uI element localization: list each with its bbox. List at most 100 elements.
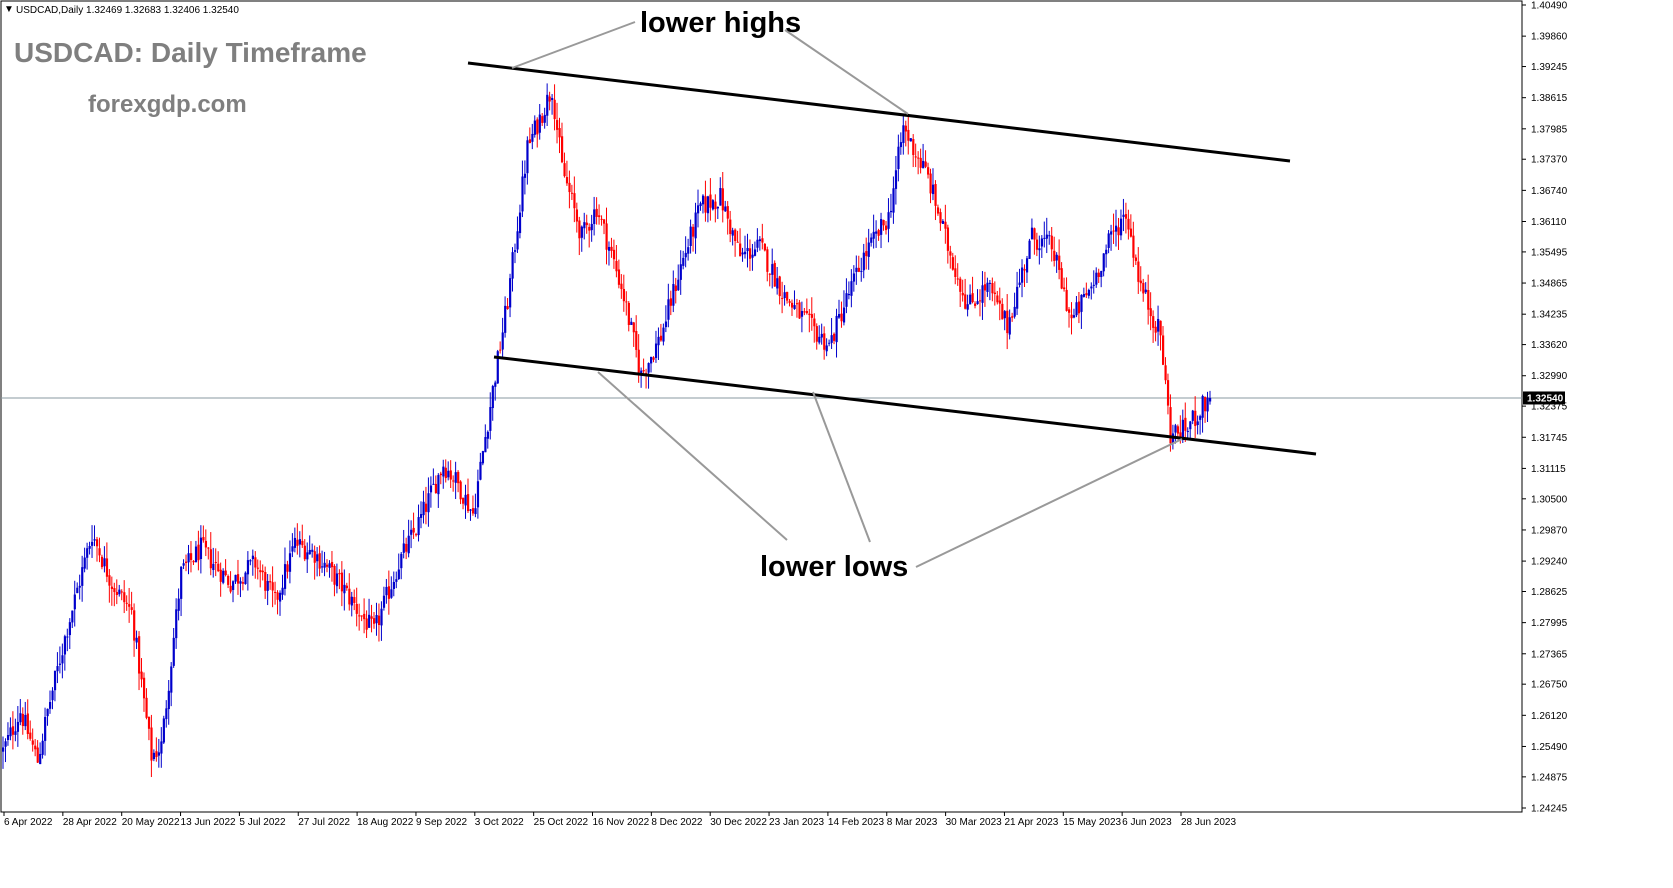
candle-body	[506, 306, 509, 309]
candle-body	[459, 481, 462, 500]
candle-body	[813, 318, 816, 327]
candle-body	[224, 570, 227, 576]
candle-body	[667, 299, 670, 320]
candle-body	[46, 708, 49, 717]
candle-body	[620, 283, 623, 290]
candle-body	[986, 282, 989, 292]
candle-body	[1100, 270, 1103, 278]
x-tick-label: 21 Apr 2023	[1004, 817, 1058, 828]
candle-body	[484, 437, 487, 453]
candle-body	[689, 226, 692, 247]
candle-body	[432, 483, 435, 485]
candle-body	[828, 342, 831, 344]
candle-body	[1117, 227, 1120, 236]
candle-body	[1184, 417, 1187, 431]
candle-body	[825, 345, 828, 352]
candle-body	[286, 564, 289, 572]
candle-body	[66, 636, 69, 638]
candle-body	[335, 573, 339, 587]
candle-body	[917, 157, 920, 159]
candle-body	[726, 206, 729, 219]
candle-body	[1129, 228, 1133, 237]
candle-body	[1075, 302, 1078, 316]
candle-body	[283, 564, 287, 589]
candle-body	[249, 560, 252, 562]
candle-body	[697, 205, 700, 214]
y-tick-label: 1.26120	[1531, 711, 1568, 722]
candle-body	[301, 540, 304, 546]
candle-body	[476, 481, 480, 508]
candle-body	[437, 475, 440, 495]
candle-body	[197, 544, 200, 561]
candle-body	[776, 278, 779, 289]
candle-body	[580, 226, 583, 238]
candle-body	[39, 753, 42, 765]
candle-body	[234, 574, 237, 582]
candle-body	[100, 556, 104, 568]
candle-body	[123, 592, 126, 603]
y-tick-label: 1.39860	[1531, 32, 1568, 43]
candle-body	[511, 252, 514, 279]
candle-body	[1189, 421, 1192, 430]
candle-body	[6, 734, 10, 740]
candle-body	[1068, 309, 1071, 313]
candle-body	[632, 322, 635, 333]
candle-body	[271, 582, 274, 591]
candle-body	[546, 94, 549, 116]
candle-body	[103, 558, 106, 567]
chart-title: USDCAD: Daily Timeframe	[14, 37, 367, 68]
candle-body	[172, 637, 175, 666]
candle-body	[996, 295, 999, 303]
candle-body	[279, 592, 282, 602]
candle-body	[731, 230, 734, 236]
candle-body	[274, 591, 277, 593]
candle-body	[415, 534, 418, 536]
candle-body	[128, 604, 131, 607]
candle-body	[439, 473, 442, 476]
candle-body	[479, 461, 482, 480]
candle-body	[568, 182, 571, 193]
candle-body	[1147, 290, 1150, 310]
candle-body	[397, 569, 400, 580]
candle-body	[41, 740, 44, 755]
candle-body	[58, 663, 62, 665]
candles-group	[2, 83, 1212, 778]
candle-body	[855, 267, 858, 272]
candle-body	[308, 549, 311, 555]
candle-body	[833, 333, 836, 341]
candle-body	[313, 551, 316, 563]
x-tick-label: 18 Aug 2022	[357, 817, 414, 828]
candle-body	[1119, 218, 1123, 236]
candle-body	[798, 302, 801, 319]
candle-body	[1058, 255, 1061, 270]
candle-body	[810, 314, 813, 318]
x-tick-label: 8 Dec 2022	[651, 817, 703, 828]
candle-body	[746, 247, 749, 252]
candle-body	[29, 732, 32, 739]
candle-body	[612, 249, 616, 260]
candle-body	[125, 602, 128, 604]
candle-body	[837, 314, 841, 318]
candle-body	[521, 176, 524, 212]
candle-body	[1186, 430, 1189, 432]
candle-body	[553, 99, 556, 120]
x-tick-label: 30 Mar 2023	[946, 817, 1003, 828]
candle-body	[1043, 237, 1046, 239]
candle-body	[1174, 425, 1177, 433]
candle-body	[93, 539, 96, 541]
candle-body	[227, 576, 230, 585]
candle-body	[207, 547, 210, 549]
candle-body	[974, 303, 977, 306]
candle-body	[343, 584, 346, 594]
candle-body	[199, 537, 203, 560]
candle-body	[363, 613, 366, 620]
candle-body	[138, 636, 141, 674]
candle-body	[788, 301, 791, 303]
candle-body	[1040, 238, 1044, 247]
candle-body	[766, 249, 769, 272]
candle-body	[640, 370, 643, 374]
candle-body	[630, 321, 633, 325]
candle-body	[194, 546, 198, 563]
candle-body	[261, 570, 264, 573]
candle-body	[375, 615, 378, 624]
